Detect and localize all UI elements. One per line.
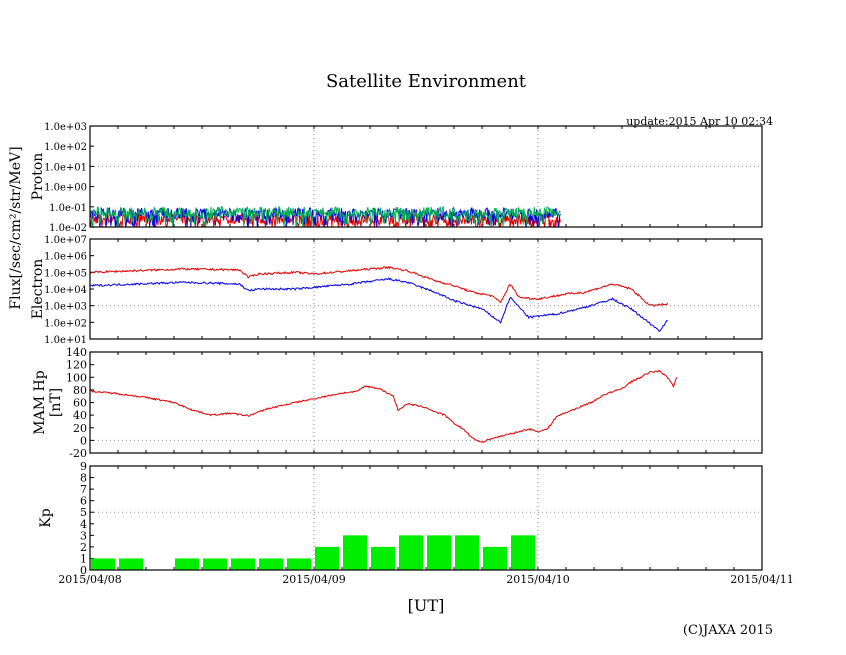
y-tick-label: 1.0e+02	[44, 318, 87, 329]
y-tick-label: 1.0e+03	[44, 122, 87, 133]
proton-blue-line	[89, 206, 561, 228]
chart-title: Satellite Environment	[326, 71, 527, 92]
kp-bar	[455, 535, 479, 570]
y-axis-label: Electron	[30, 259, 46, 320]
y-tick-label: 1.0e+03	[44, 302, 87, 313]
y-tick-label: 6	[80, 495, 87, 508]
y-tick-label: 0	[80, 564, 87, 577]
x-tick-label: 2015/04/11	[730, 573, 793, 586]
kp-bar	[91, 558, 115, 570]
plot-frame-kp	[89, 465, 763, 571]
y-tick-label: 0	[80, 434, 87, 447]
y-tick-label: 20	[73, 422, 87, 435]
kp-bar	[511, 535, 535, 570]
kp-bar	[343, 535, 367, 570]
y-tick-label: 4	[80, 518, 87, 531]
update-timestamp: update:2015 Apr 10 02:34	[626, 115, 773, 128]
y-tick-label: 1.0e+04	[44, 285, 87, 296]
hp-red-line	[89, 369, 678, 443]
y-axis-label: Proton	[30, 153, 46, 201]
kp-bar	[203, 558, 227, 570]
y-axis-label-unit: [nT]	[48, 388, 64, 417]
y-tick-label: 8	[80, 472, 87, 485]
y-tick-label: 7	[80, 483, 87, 496]
y-tick-label: 2	[80, 541, 87, 554]
y-tick-label: 100	[66, 371, 87, 384]
plot-frame-proton	[89, 125, 763, 228]
x-tick-label: 2015/04/08	[58, 573, 121, 586]
y-tick-label: 1.0e+05	[44, 268, 87, 279]
y-tick-label: 1.0e+01	[44, 162, 87, 173]
y-tick-label: 1.0e+01	[44, 335, 87, 346]
y-tick-label: 1.0e+07	[44, 235, 87, 246]
y-tick-label: 9	[80, 460, 87, 473]
electron-blue-line	[89, 277, 668, 333]
y-tick-label: 1.0e-01	[49, 203, 87, 214]
flux-axis-label: Flux[/sec/cm²/str/MeV]	[8, 146, 24, 309]
kp-bar	[231, 558, 255, 570]
y-tick-label: 1.0e-02	[49, 223, 87, 234]
kp-bar	[287, 558, 311, 570]
plot-frame-electron	[89, 238, 763, 340]
y-tick-label: 80	[73, 384, 87, 397]
y-tick-label: 140	[66, 346, 87, 359]
y-tick-label: 1.0e+02	[44, 142, 87, 153]
plot-frame-hp	[89, 351, 763, 454]
y-axis-label: MAM Hp	[32, 370, 48, 434]
kp-bar	[119, 558, 143, 570]
y-tick-label: 1	[80, 552, 87, 565]
kp-bar	[371, 546, 395, 570]
kp-bar	[483, 546, 507, 570]
kp-bar	[399, 535, 423, 570]
kp-bar	[175, 558, 199, 570]
x-tick-label: 2015/04/09	[282, 573, 345, 586]
kp-bar	[427, 535, 451, 570]
y-tick-label: 1.0e+00	[44, 183, 87, 194]
x-axis-label: [UT]	[408, 596, 445, 615]
y-tick-label: 5	[80, 506, 87, 519]
y-axis-label: Kp	[38, 508, 54, 527]
proton-green-line	[89, 205, 561, 229]
kp-bar	[315, 546, 339, 570]
y-tick-label: 3	[80, 529, 87, 542]
electron-red-line	[89, 265, 669, 307]
copyright: (C)JAXA 2015	[683, 623, 773, 638]
y-tick-label: 40	[73, 409, 87, 422]
kp-bar	[259, 558, 283, 570]
y-tick-label: 120	[66, 359, 87, 372]
y-tick-label: -20	[69, 447, 87, 460]
y-tick-label: 1.0e+06	[44, 252, 87, 263]
y-tick-label: 60	[73, 397, 87, 410]
x-tick-label: 2015/04/10	[506, 573, 569, 586]
